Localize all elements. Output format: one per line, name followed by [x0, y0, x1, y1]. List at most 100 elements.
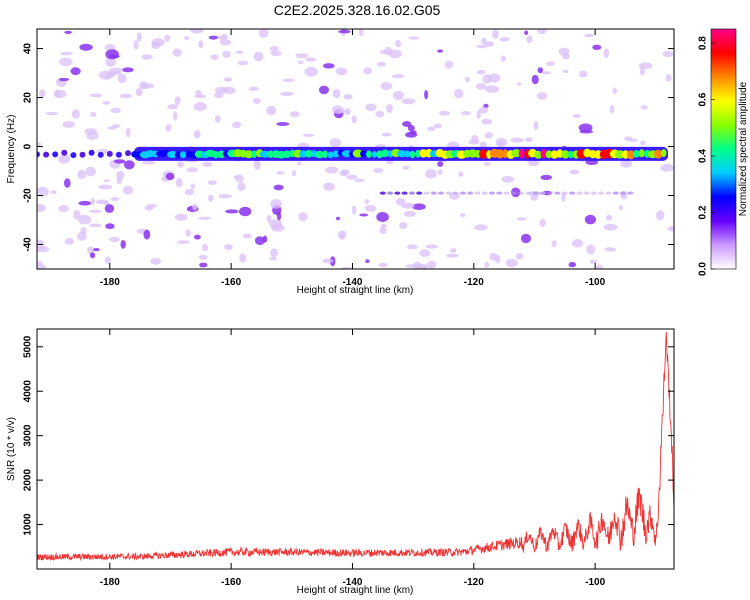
noise-blob: [500, 55, 506, 62]
band-segment: [561, 150, 570, 159]
noise-blob: [380, 224, 388, 228]
noise-blob: [612, 87, 617, 95]
noise-blob: [335, 216, 341, 221]
noise-blob: [479, 106, 488, 114]
x-tick-label: -100: [585, 277, 605, 288]
noise-blob: [481, 37, 487, 45]
noise-blob: [420, 266, 428, 269]
noise-blob: [174, 96, 181, 106]
noise-blob: [224, 244, 233, 251]
noise-blob: [533, 120, 539, 131]
noise-blob: [167, 104, 179, 110]
noise-blob: [339, 170, 348, 177]
noise-blob: [207, 180, 218, 186]
band-segment: [409, 150, 416, 159]
noise-blob: [225, 209, 239, 214]
colorbar: 0.0 0.2 0.4 0.6 0.8 Normalized spectral ampl…: [698, 28, 749, 276]
noise-blob: [269, 45, 279, 52]
noise-blob: [141, 54, 153, 60]
noise-blob: [177, 161, 184, 168]
noise-blob: [395, 198, 406, 206]
heatmap-marks: [37, 29, 674, 269]
colorbar-tick-label: 0.8: [698, 36, 709, 50]
noise-blob: [365, 103, 377, 112]
band-segment: [534, 150, 542, 159]
noise-blob: [78, 214, 92, 225]
noise-blob: [184, 36, 190, 40]
noise-blob: [89, 209, 102, 213]
noise-blob: [335, 67, 348, 76]
x-tick-label: -120: [464, 577, 484, 588]
noise-blob: [460, 111, 471, 116]
noise-blob: [586, 244, 596, 255]
noise-blob: [89, 252, 96, 259]
noise-blob: [656, 210, 665, 221]
noise-blob: [60, 51, 73, 56]
noise-blob: [380, 82, 393, 91]
noise-blob: [660, 164, 674, 172]
noise-blob: [122, 185, 134, 195]
secondary-line-segment: [583, 191, 590, 195]
noise-blob: [192, 203, 198, 211]
noise-blob: [329, 138, 341, 148]
noise-blob: [624, 136, 633, 141]
noise-blob: [539, 218, 546, 228]
noise-blob: [485, 41, 494, 47]
noise-blob: [536, 92, 548, 100]
noise-blob: [116, 170, 125, 181]
spectrogram-y-ticks: -40 -20 0 20 40: [23, 43, 674, 252]
snr-y-label: SNR (10 * v/v): [6, 417, 17, 481]
noise-blob: [90, 197, 95, 206]
noise-blob: [304, 66, 319, 77]
noise-blob: [433, 123, 442, 129]
band-segment: [660, 149, 667, 158]
noise-blob: [110, 196, 120, 202]
secondary-line-segment: [467, 191, 474, 195]
noise-blob: [266, 105, 277, 116]
noise-blob: [373, 168, 384, 173]
noise-blob: [194, 94, 207, 99]
y-tick-label: -20: [23, 188, 34, 203]
noise-blob: [297, 60, 304, 65]
x-tick-label: -180: [100, 577, 120, 588]
noise-blob: [87, 246, 95, 255]
noise-blob: [425, 168, 437, 179]
noise-blob: [90, 111, 97, 117]
noise-blob: [175, 177, 183, 188]
noise-blob: [407, 124, 415, 132]
noise-blob: [391, 74, 405, 79]
colorbar-tick-label: 0.6: [698, 92, 709, 106]
noise-blob: [164, 34, 171, 42]
snr-series-line: [37, 331, 674, 562]
secondary-line-segment: [489, 191, 495, 195]
noise-blob: [120, 240, 126, 249]
x-tick-label: -120: [464, 277, 484, 288]
colorbar-tick-label: 0.0: [698, 262, 709, 276]
noise-blob: [193, 102, 207, 112]
band-segment: [626, 150, 635, 160]
y-tick-label: 3000: [23, 424, 34, 447]
band-segment: [366, 150, 372, 158]
noise-blob: [186, 167, 199, 173]
noise-blob: [378, 262, 388, 268]
colorbar-ticks: 0.0 0.2 0.4 0.6 0.8: [698, 36, 715, 276]
noise-blob: [80, 227, 87, 235]
colorbar-gradient: [710, 28, 737, 270]
noise-blob: [45, 111, 59, 116]
noise-blob: [505, 258, 518, 268]
noise-blob: [104, 256, 111, 264]
x-tick-label: -160: [221, 277, 241, 288]
noise-blob: [190, 183, 196, 189]
noise-blob: [464, 76, 471, 83]
noise-blob: [419, 249, 431, 257]
noise-blob: [346, 174, 358, 180]
secondary-line-segment: [532, 191, 539, 195]
noise-blob: [270, 248, 279, 258]
secondary-line-segment: [445, 191, 452, 195]
noise-blob: [558, 47, 570, 56]
noise-blob: [258, 29, 269, 38]
noise-blob: [406, 244, 418, 250]
noise-blob: [86, 131, 99, 141]
noise-blob: [402, 121, 412, 127]
noise-blob: [219, 38, 231, 46]
